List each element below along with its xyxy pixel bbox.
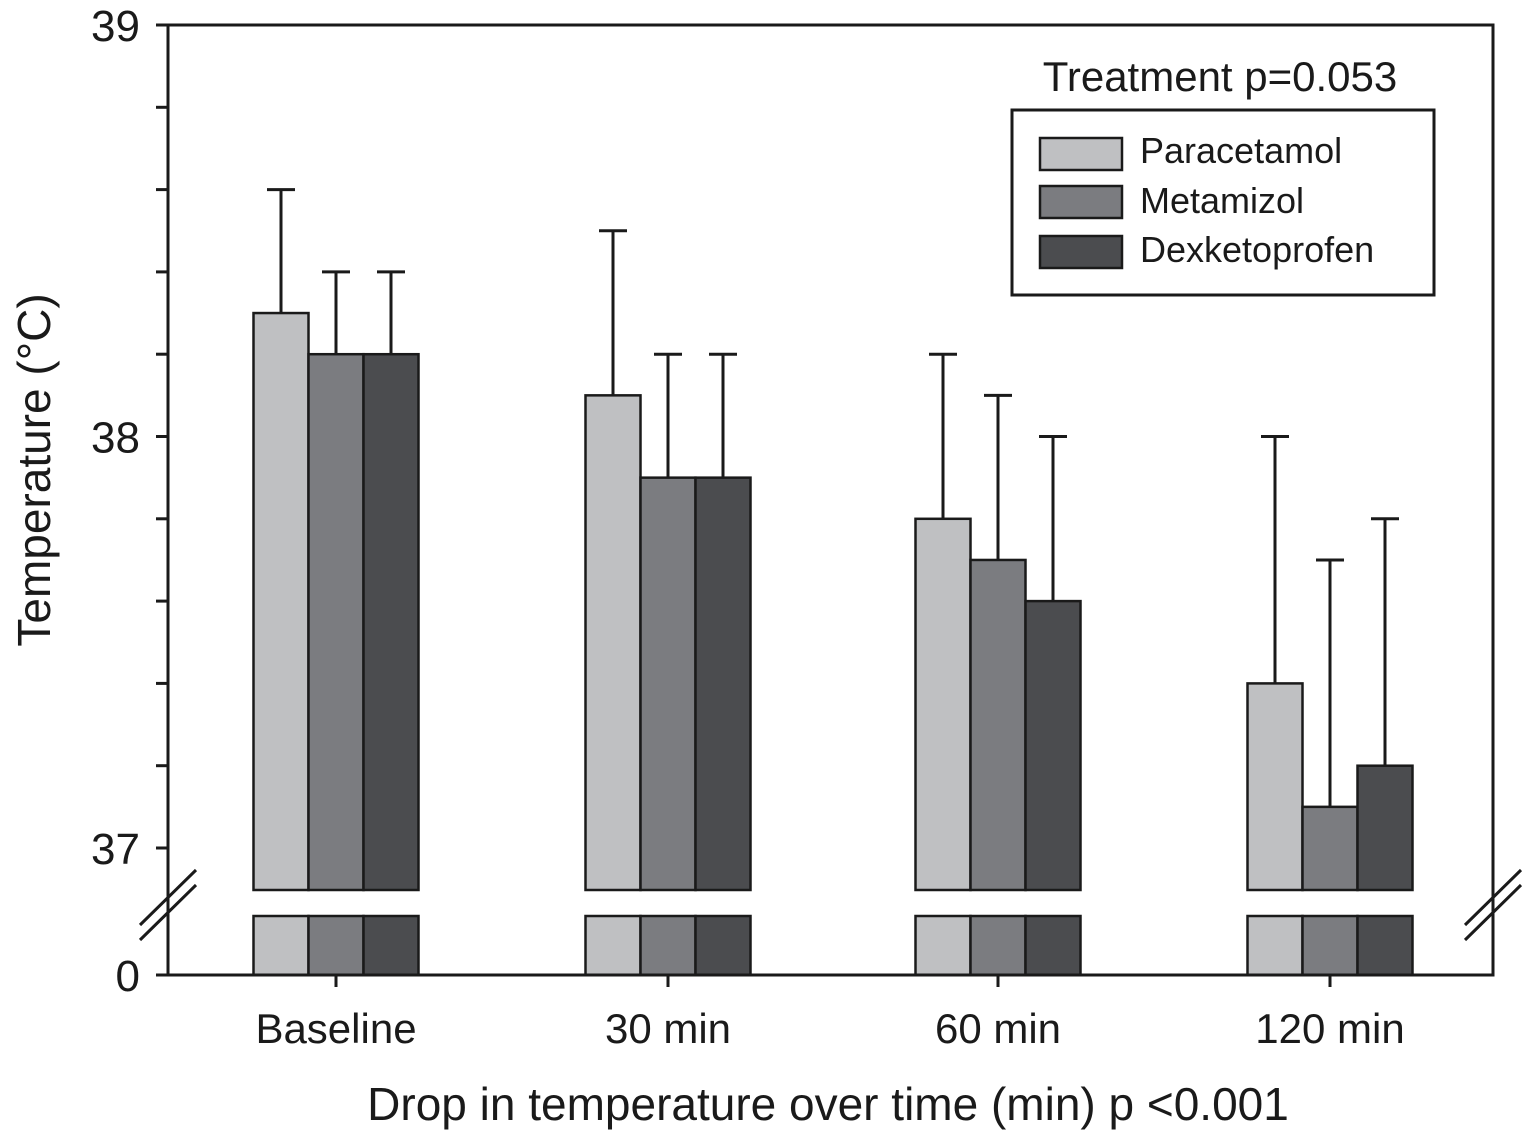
x-tick-label-60-min: 60 min <box>935 1005 1061 1052</box>
x-axis-title: Drop in temperature over time (min) p <0… <box>367 1078 1289 1130</box>
bars-layer <box>252 311 1414 977</box>
bar-stub-metamizol-baseline <box>307 914 365 977</box>
plot-frame <box>166 23 1495 977</box>
error-bars-layer <box>267 188 1399 807</box>
bar-stub-metamizol-30-min <box>639 914 697 977</box>
bar-paracetamol-120-min <box>1246 682 1304 892</box>
bar-dexketoprofen-120-min <box>1356 764 1414 892</box>
x-tick-label-30-min: 30 min <box>605 1005 731 1052</box>
bar-stub-metamizol-60-min <box>969 914 1027 977</box>
break-gap-0 <box>249 891 423 915</box>
bar-stub-dexketoprofen-baseline <box>362 914 420 977</box>
legend: Paracetamol Metamizol Dexketoprofen <box>1010 108 1436 297</box>
break-gap-2 <box>911 891 1085 915</box>
bar-dexketoprofen-60-min <box>1024 599 1082 892</box>
axis-break-layer <box>138 868 1523 942</box>
bar-stub-dexketoprofen-120-min <box>1356 914 1414 977</box>
bar-stub-paracetamol-baseline <box>252 914 310 977</box>
y-tick-label-0: 0 <box>116 952 140 1001</box>
legend-swatch-paracetamol <box>1038 136 1124 172</box>
legend-swatch-dexketoprofen <box>1038 234 1124 270</box>
break-gap-1 <box>581 891 755 915</box>
bar-stub-paracetamol-30-min <box>584 914 642 977</box>
bar-metamizol-60-min <box>969 558 1027 892</box>
y-axis-title: Temperature (°C) <box>8 293 60 646</box>
bar-paracetamol-60-min <box>914 517 972 892</box>
bar-stub-dexketoprofen-30-min <box>694 914 752 977</box>
bar-paracetamol-baseline <box>252 311 310 892</box>
bar-metamizol-baseline <box>307 352 365 892</box>
y-tick-label-37: 37 <box>91 825 140 874</box>
x-tick-label-120-min: 120 min <box>1255 1005 1404 1052</box>
x-tick-label-baseline: Baseline <box>255 1005 416 1052</box>
y-tick-label-38: 38 <box>91 414 140 463</box>
bar-dexketoprofen-30-min <box>694 476 752 892</box>
legend-label-dexketoprofen: Dexketoprofen <box>1140 229 1374 270</box>
bar-dexketoprofen-baseline <box>362 352 420 892</box>
legend-label-metamizol: Metamizol <box>1140 180 1304 221</box>
bar-stub-paracetamol-120-min <box>1246 914 1304 977</box>
bar-stub-paracetamol-60-min <box>914 914 972 977</box>
bar-metamizol-30-min <box>639 476 697 892</box>
bar-paracetamol-30-min <box>584 394 642 892</box>
bar-metamizol-120-min <box>1301 805 1359 892</box>
bar-stub-metamizol-120-min <box>1301 914 1359 977</box>
break-gap-3 <box>1243 891 1417 915</box>
y-ticks-layer: 37 38 39 0 <box>91 2 1332 1001</box>
y-tick-label-39: 39 <box>91 2 140 51</box>
x-tick-labels: Baseline 30 min 60 min 120 min <box>255 1005 1404 1052</box>
legend-label-paracetamol: Paracetamol <box>1140 130 1342 171</box>
treatment-annotation: Treatment p=0.053 <box>1043 53 1398 100</box>
legend-swatch-metamizol <box>1038 184 1124 220</box>
bar-stub-dexketoprofen-60-min <box>1024 914 1082 977</box>
